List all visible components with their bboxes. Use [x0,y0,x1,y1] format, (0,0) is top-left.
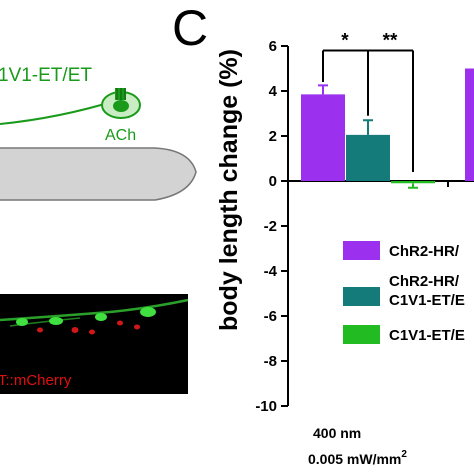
schematic-panel: 1V1-ET/ET ACh neuron [0,65,197,201]
legend-label-chr2-hr-c1v1-line1: ChR2-HR/ [389,273,460,290]
y-tick-label: -4 [264,263,278,280]
significance-label: * [341,31,349,52]
condition-intensity: 0.005 mW/mm2 [308,449,407,467]
y-tick-label: -10 [255,398,277,415]
y-tick-label: 4 [269,83,278,100]
significance-label: ** [383,31,398,52]
bar [391,181,435,184]
legend-label-c1v1: C1V1-ET/E [389,327,465,344]
line-label: 1V1-ET/ET [0,65,92,86]
y-ticks: 6 4 2 0 -2 -4 -6 -8 -10 [255,38,288,415]
bars [301,68,474,189]
axon-line [0,99,119,125]
condition-wavelength: 400 nm [313,425,361,441]
y-tick-label: -8 [264,353,277,370]
legend-label-chr2-hr: ChR2-HR/ [389,243,460,260]
micrograph: T::mCherry [0,294,189,394]
legend: ChR2-HR/ ChR2-HR/ C1V1-ET/E C1V1-ET/E [343,241,465,344]
y-tick-label: 2 [269,128,277,145]
condition-superscript: 2 [401,449,407,460]
body-shape [0,147,197,201]
y-tick-label: -2 [264,218,277,235]
legend-swatch-chr2-hr [343,241,380,260]
y-axis-label: body length change (%) [215,49,243,331]
neuron-label-line1: ACh [105,127,136,144]
legend-swatch-c1v1 [343,325,380,344]
y-tick-label: 6 [269,38,277,55]
legend-swatch-chr2-hr-c1v1 [343,287,380,306]
bar [301,94,345,181]
legend-label-chr2-hr-c1v1-line2: C1V1-ET/E [389,292,465,309]
y-tick-label: -6 [264,308,277,325]
significance-brackets: * ** [322,31,414,172]
bar [346,134,390,181]
y-tick-label: 0 [269,173,277,190]
bar [465,68,474,181]
micrograph-label: T::mCherry [0,372,72,389]
neuron-icon [101,88,141,119]
panel-letter: C [172,0,208,56]
condition-intensity-text: 0.005 mW/mm [308,451,401,467]
